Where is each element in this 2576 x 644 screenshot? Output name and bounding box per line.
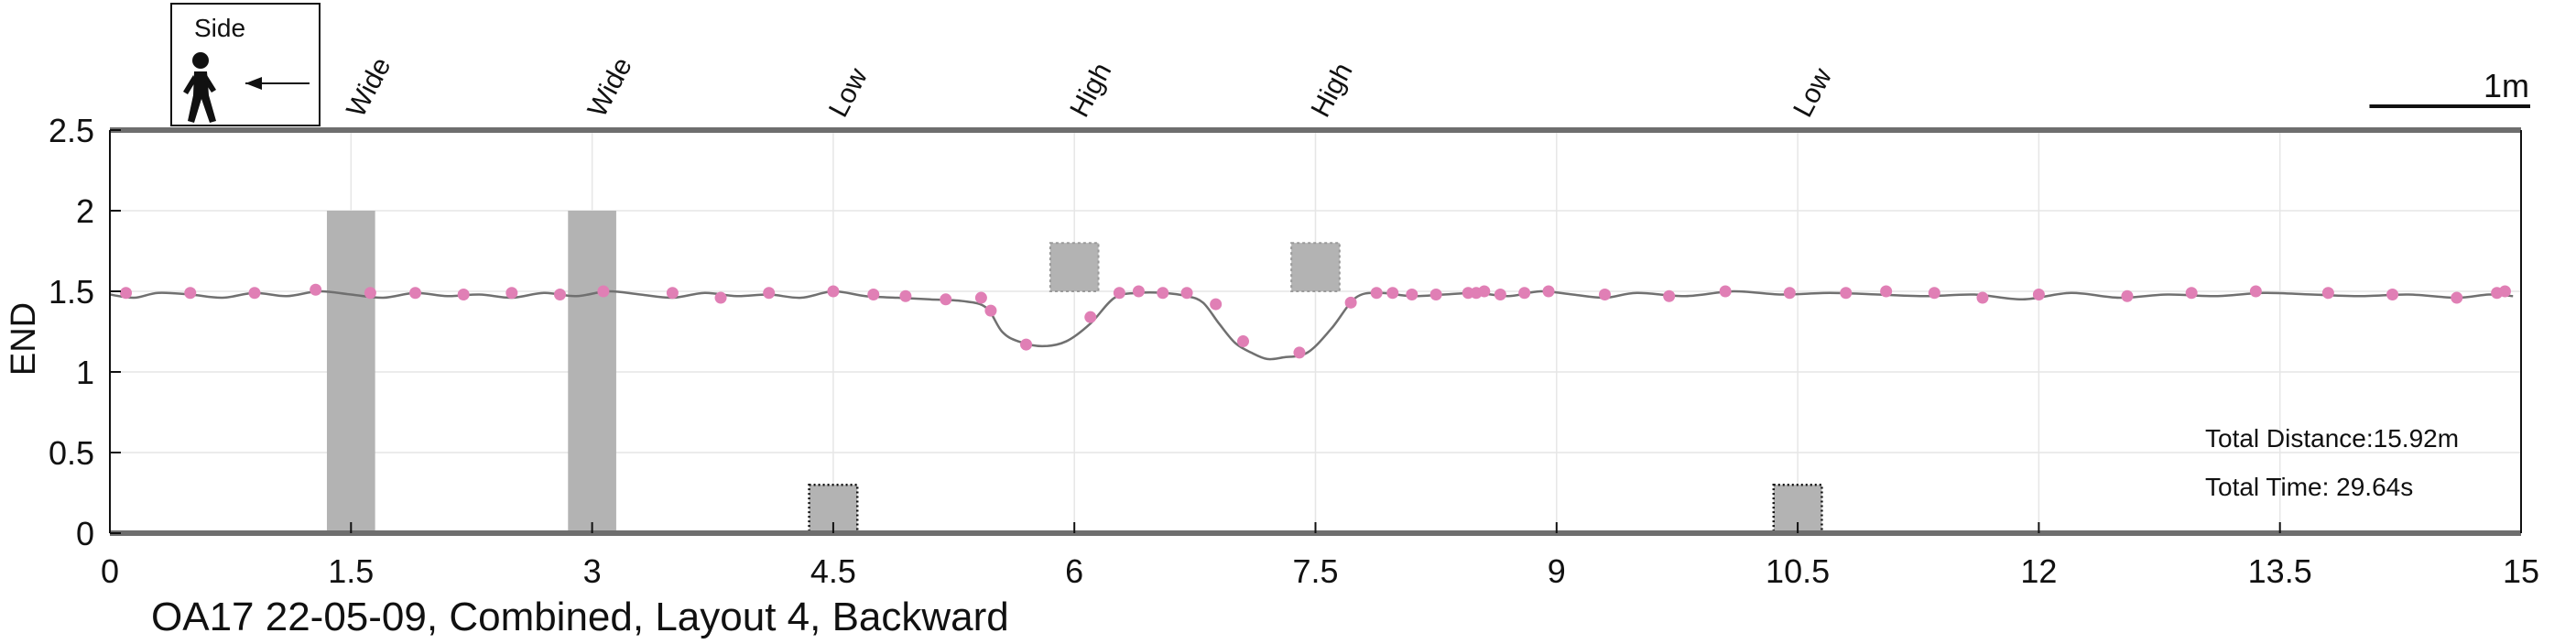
marker-layer [120, 283, 2511, 359]
x-tick-label: 1.5 [328, 552, 374, 590]
obstacle-label: High [1064, 58, 1117, 122]
obstacle-labels: Wide Wide Low High High Low [341, 52, 1838, 122]
trajectory-marker [1478, 285, 1491, 298]
trajectory-marker [1783, 287, 1796, 300]
trajectory-marker [1237, 335, 1250, 348]
trajectory-marker [2121, 289, 2134, 302]
x-tick-label: 15 [2503, 552, 2539, 590]
trajectory-marker [1976, 291, 1989, 304]
trajectory-marker [1406, 289, 1418, 301]
obstacle-high-3 [1049, 242, 1100, 293]
trajectory-marker [1132, 285, 1145, 298]
obstacle-wide-1 [568, 211, 616, 533]
trajectory-marker [974, 291, 987, 304]
trajectory-marker [666, 287, 679, 300]
trajectory-marker [457, 289, 470, 301]
trajectory-marker [899, 289, 912, 302]
obstacle-label: Wide [341, 52, 397, 122]
trajectory-marker [1344, 296, 1357, 309]
total-time: Total Time: 29.64s [2205, 473, 2413, 501]
trajectory-marker [2386, 289, 2399, 301]
trajectory-marker [1429, 289, 1442, 301]
trajectory-marker [310, 283, 322, 296]
walking-person-icon [183, 52, 216, 123]
trajectory-marker [364, 287, 376, 300]
trajectory-marker [248, 287, 261, 300]
trajectory-marker [1663, 289, 1676, 302]
trajectory-marker [1370, 287, 1383, 300]
trajectory-marker [120, 287, 133, 300]
trajectory-marker [2451, 291, 2463, 304]
trajectory-marker [2032, 289, 2045, 301]
trajectory-marker [984, 304, 997, 317]
trajectory-marker [714, 291, 727, 304]
trajectory-layer [109, 289, 2514, 361]
y-tick-label: 2.5 [49, 112, 94, 149]
trajectory-marker [2185, 287, 2198, 300]
trajectory-marker [1113, 287, 1125, 300]
y-tick-label: 0 [76, 515, 94, 552]
y-tick-label: 0.5 [49, 434, 94, 472]
trajectory-marker [1598, 289, 1611, 301]
scale-bar: 1m [2369, 67, 2530, 108]
x-tick-label: 0 [101, 552, 119, 590]
x-tick-label: 6 [1065, 552, 1083, 590]
x-tick-label: 12 [2020, 552, 2057, 590]
trajectory-marker [1928, 287, 1940, 300]
trajectory-marker [2249, 285, 2262, 298]
trajectory-marker [2321, 287, 2334, 300]
figure-caption: OA17 22-05-09, Combined, Layout 4, Backw… [151, 595, 1009, 639]
grid-lines [109, 129, 2522, 534]
trajectory-marker [763, 287, 776, 300]
y-axis-label: END [5, 302, 43, 376]
y-tick-label: 1 [76, 354, 94, 391]
legend: Side [170, 3, 321, 126]
trajectory-marker [409, 287, 422, 300]
trajectory-marker [1880, 285, 1893, 298]
x-tick-label: 13.5 [2248, 552, 2312, 590]
tick-labels: 0 1.5 3 4.5 6 7.5 9 10.5 12 13.5 15 0 0.5 1 1.5 2 2.5 [49, 112, 2539, 590]
trajectory-marker [553, 289, 566, 301]
obstacle-label: Wide [582, 52, 638, 122]
x-tick-label: 3 [583, 552, 602, 590]
obstacle-layer [326, 211, 1823, 535]
trajectory-marker [827, 285, 840, 298]
trajectory-marker [505, 287, 518, 300]
x-tick-label: 4.5 [810, 552, 856, 590]
obstacle-label: Low [823, 63, 874, 122]
trajectory-marker [1157, 287, 1169, 300]
trajectory-marker [184, 287, 197, 300]
trajectory-marker [1719, 285, 1732, 298]
trajectory-marker [1494, 289, 1506, 301]
trajectory-marker [1020, 338, 1033, 351]
trajectory-marker [867, 289, 880, 301]
obstacle-label: High [1306, 58, 1359, 122]
x-tick-label: 10.5 [1766, 552, 1830, 590]
trajectory-marker [1210, 298, 1223, 311]
trajectory-marker [1293, 346, 1306, 359]
trajectory-marker [1518, 287, 1531, 300]
x-tick-label: 7.5 [1292, 552, 1338, 590]
obstacle-wide-0 [326, 211, 375, 533]
y-tick-label: 2 [76, 192, 94, 230]
obstacle-high-4 [1290, 242, 1341, 293]
trajectory-marker [1180, 287, 1193, 300]
left-arrow-icon [245, 77, 310, 90]
trajectory-marker [597, 285, 610, 298]
trajectory-marker [1084, 311, 1097, 323]
trajectory-line [109, 289, 2514, 361]
trajectory-marker [1386, 287, 1399, 300]
trajectory-marker [940, 293, 952, 306]
trajectory-marker [1840, 287, 1853, 300]
x-tick-label: 9 [1548, 552, 1566, 590]
y-tick-label: 1.5 [49, 273, 94, 311]
trajectory-marker [1542, 285, 1555, 298]
total-distance: Total Distance:15.92m [2205, 424, 2459, 453]
obstacle-label: Low [1788, 63, 1838, 122]
trajectory-marker [2498, 285, 2511, 298]
scale-bar-label: 1m [2484, 67, 2529, 104]
legend-title: Side [194, 14, 245, 42]
